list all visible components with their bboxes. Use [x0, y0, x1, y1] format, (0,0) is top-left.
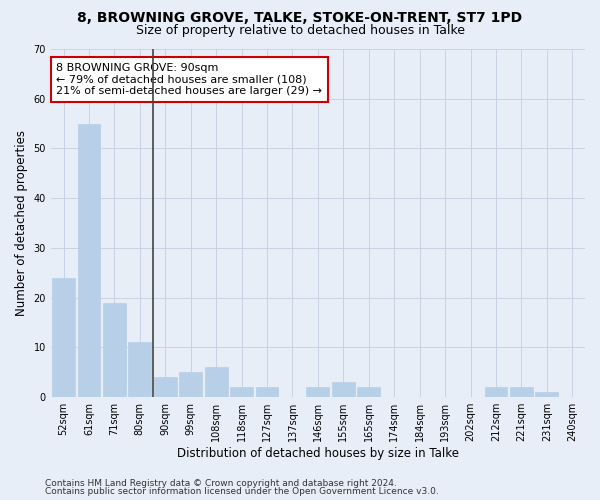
- Bar: [485, 388, 508, 397]
- Bar: [179, 372, 202, 397]
- Bar: [154, 378, 177, 397]
- Y-axis label: Number of detached properties: Number of detached properties: [15, 130, 28, 316]
- Bar: [52, 278, 75, 397]
- Text: 8, BROWNING GROVE, TALKE, STOKE-ON-TRENT, ST7 1PD: 8, BROWNING GROVE, TALKE, STOKE-ON-TRENT…: [77, 11, 523, 25]
- Bar: [358, 388, 380, 397]
- Bar: [510, 388, 533, 397]
- Bar: [205, 368, 227, 397]
- Bar: [332, 382, 355, 397]
- Bar: [128, 342, 151, 397]
- Text: Contains HM Land Registry data © Crown copyright and database right 2024.: Contains HM Land Registry data © Crown c…: [45, 478, 397, 488]
- Bar: [77, 124, 100, 397]
- Text: Size of property relative to detached houses in Talke: Size of property relative to detached ho…: [136, 24, 464, 37]
- Bar: [535, 392, 558, 397]
- Bar: [103, 302, 126, 397]
- Bar: [256, 388, 278, 397]
- Text: Contains public sector information licensed under the Open Government Licence v3: Contains public sector information licen…: [45, 487, 439, 496]
- Bar: [307, 388, 329, 397]
- Text: 8 BROWNING GROVE: 90sqm
← 79% of detached houses are smaller (108)
21% of semi-d: 8 BROWNING GROVE: 90sqm ← 79% of detache…: [56, 63, 322, 96]
- X-axis label: Distribution of detached houses by size in Talke: Distribution of detached houses by size …: [177, 447, 459, 460]
- Bar: [230, 388, 253, 397]
